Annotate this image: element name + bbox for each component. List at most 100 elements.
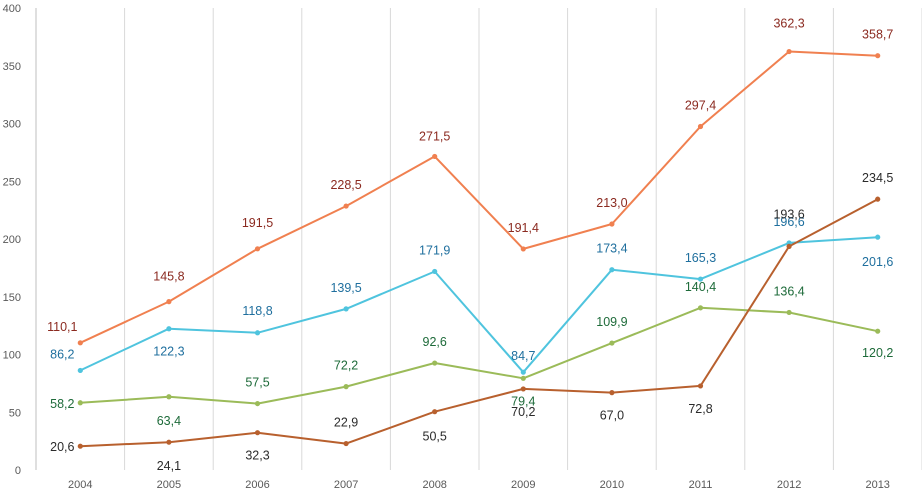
- data-label-orange: 228,5: [330, 178, 361, 192]
- data-label-orange: 362,3: [773, 17, 804, 31]
- data-label-brown: 22,9: [334, 416, 358, 430]
- data-point-cyan: [520, 369, 526, 375]
- data-label-brown: 67,0: [600, 409, 624, 423]
- data-label-green: 109,9: [596, 315, 627, 329]
- data-label-cyan: 86,2: [50, 347, 74, 361]
- data-label-orange: 271,5: [419, 129, 450, 143]
- data-label-green: 72,2: [334, 359, 358, 373]
- y-tick-label: 200: [3, 234, 21, 246]
- x-tick-label: 2007: [334, 479, 358, 491]
- data-point-brown: [609, 390, 615, 396]
- data-point-orange: [166, 299, 172, 305]
- data-label-cyan: 122,3: [153, 345, 184, 359]
- data-point-green: [77, 400, 83, 406]
- data-point-cyan: [77, 367, 83, 374]
- data-label-orange: 145,8: [153, 270, 184, 284]
- data-label-green: 58,2: [50, 397, 74, 411]
- series-line-cyan: [79, 236, 878, 374]
- data-point-brown: [520, 386, 526, 392]
- data-label-brown: 193,6: [773, 207, 804, 221]
- data-label-brown: 234,5: [862, 171, 893, 185]
- data-label-brown: 72,8: [688, 402, 712, 416]
- data-point-cyan: [609, 267, 615, 273]
- data-point-green: [520, 375, 526, 381]
- series-line-brown: [80, 198, 879, 448]
- data-label-green: 79,4: [511, 394, 535, 408]
- data-point-green: [432, 360, 438, 366]
- data-point-orange: [520, 246, 526, 252]
- data-point-cyan: [254, 330, 261, 336]
- data-label-green: 92,6: [423, 335, 447, 349]
- data-label-orange: 297,4: [685, 99, 716, 113]
- data-point-orange: [254, 246, 261, 252]
- data-label-brown: 50,5: [423, 430, 447, 444]
- y-tick-label: 150: [3, 292, 21, 304]
- data-point-orange: [786, 48, 792, 55]
- y-tick-label: 350: [3, 61, 21, 73]
- data-point-green: [786, 309, 792, 316]
- x-tick-label: 2008: [422, 479, 446, 491]
- x-tick-label: 2005: [157, 479, 181, 491]
- x-tick-label: 2013: [865, 479, 889, 491]
- vertical-gridlines: [35, 8, 922, 470]
- y-axis-ticks: 0 50 100 150 200 250 300 350 400: [3, 3, 21, 477]
- data-point-green: [343, 384, 349, 390]
- data-label-orange: 110,1: [47, 320, 77, 334]
- x-tick-label: 2011: [689, 479, 713, 491]
- data-label-green: 57,5: [245, 376, 269, 390]
- data-point-green: [609, 340, 615, 346]
- data-point-brown: [166, 439, 172, 445]
- x-axis-ticks: 2004 2005 2006 2007 2008 2009 2010 2011 2012 2013: [68, 479, 890, 491]
- data-label-green: 63,4: [157, 414, 181, 428]
- data-label-orange: 191,4: [508, 221, 539, 235]
- data-point-cyan: [166, 326, 172, 332]
- data-point-orange: [875, 53, 881, 59]
- data-label-cyan: 84,7: [511, 349, 535, 363]
- data-label-brown: 20,6: [50, 440, 74, 454]
- y-tick-label: 50: [9, 407, 21, 419]
- data-point-brown: [77, 443, 83, 449]
- x-tick-label: 2004: [68, 479, 92, 491]
- data-point-green: [875, 328, 881, 334]
- y-tick-label: 250: [3, 176, 21, 188]
- series-lines: [79, 50, 879, 448]
- data-point-orange: [343, 203, 349, 209]
- y-tick-label: 0: [15, 465, 21, 477]
- data-label-cyan: 196,6: [773, 215, 804, 229]
- data-point-cyan: [343, 306, 349, 312]
- data-label-brown: 70,2: [511, 405, 535, 419]
- y-tick-label: 100: [3, 350, 21, 362]
- data-point-green: [166, 394, 172, 400]
- data-point-brown: [875, 196, 881, 202]
- data-point-orange: [609, 221, 615, 227]
- data-label-cyan: 118,8: [242, 304, 272, 318]
- data-label-orange: 191,5: [242, 216, 273, 230]
- data-point-brown: [432, 409, 438, 415]
- data-point-green: [697, 305, 704, 311]
- data-label-cyan: 165,3: [685, 251, 716, 265]
- data-point-brown: [697, 383, 704, 389]
- data-label-orange: 213,0: [596, 196, 627, 210]
- data-label-orange: 358,7: [862, 28, 893, 42]
- data-label-cyan: 139,5: [330, 281, 361, 295]
- data-label-green: 140,4: [685, 280, 716, 294]
- data-label-green: 120,2: [862, 346, 893, 360]
- series-line-orange: [79, 50, 878, 344]
- data-label-green: 136,4: [773, 284, 804, 298]
- x-tick-label: 2009: [511, 479, 535, 491]
- series-line-green: [80, 306, 878, 405]
- data-point-orange: [697, 123, 704, 130]
- data-point-brown: [343, 440, 349, 447]
- data-point-orange: [432, 153, 438, 160]
- data-point-cyan: [875, 234, 881, 240]
- data-point-orange: [77, 340, 83, 346]
- data-label-brown: 24,1: [157, 459, 181, 473]
- data-point-cyan: [697, 276, 704, 282]
- data-point-cyan: [432, 268, 438, 275]
- x-tick-label: 2006: [245, 479, 269, 491]
- data-label-cyan: 171,9: [419, 243, 450, 257]
- x-tick-label: 2010: [600, 479, 624, 491]
- data-point-brown: [786, 243, 792, 249]
- series-points: [77, 48, 881, 449]
